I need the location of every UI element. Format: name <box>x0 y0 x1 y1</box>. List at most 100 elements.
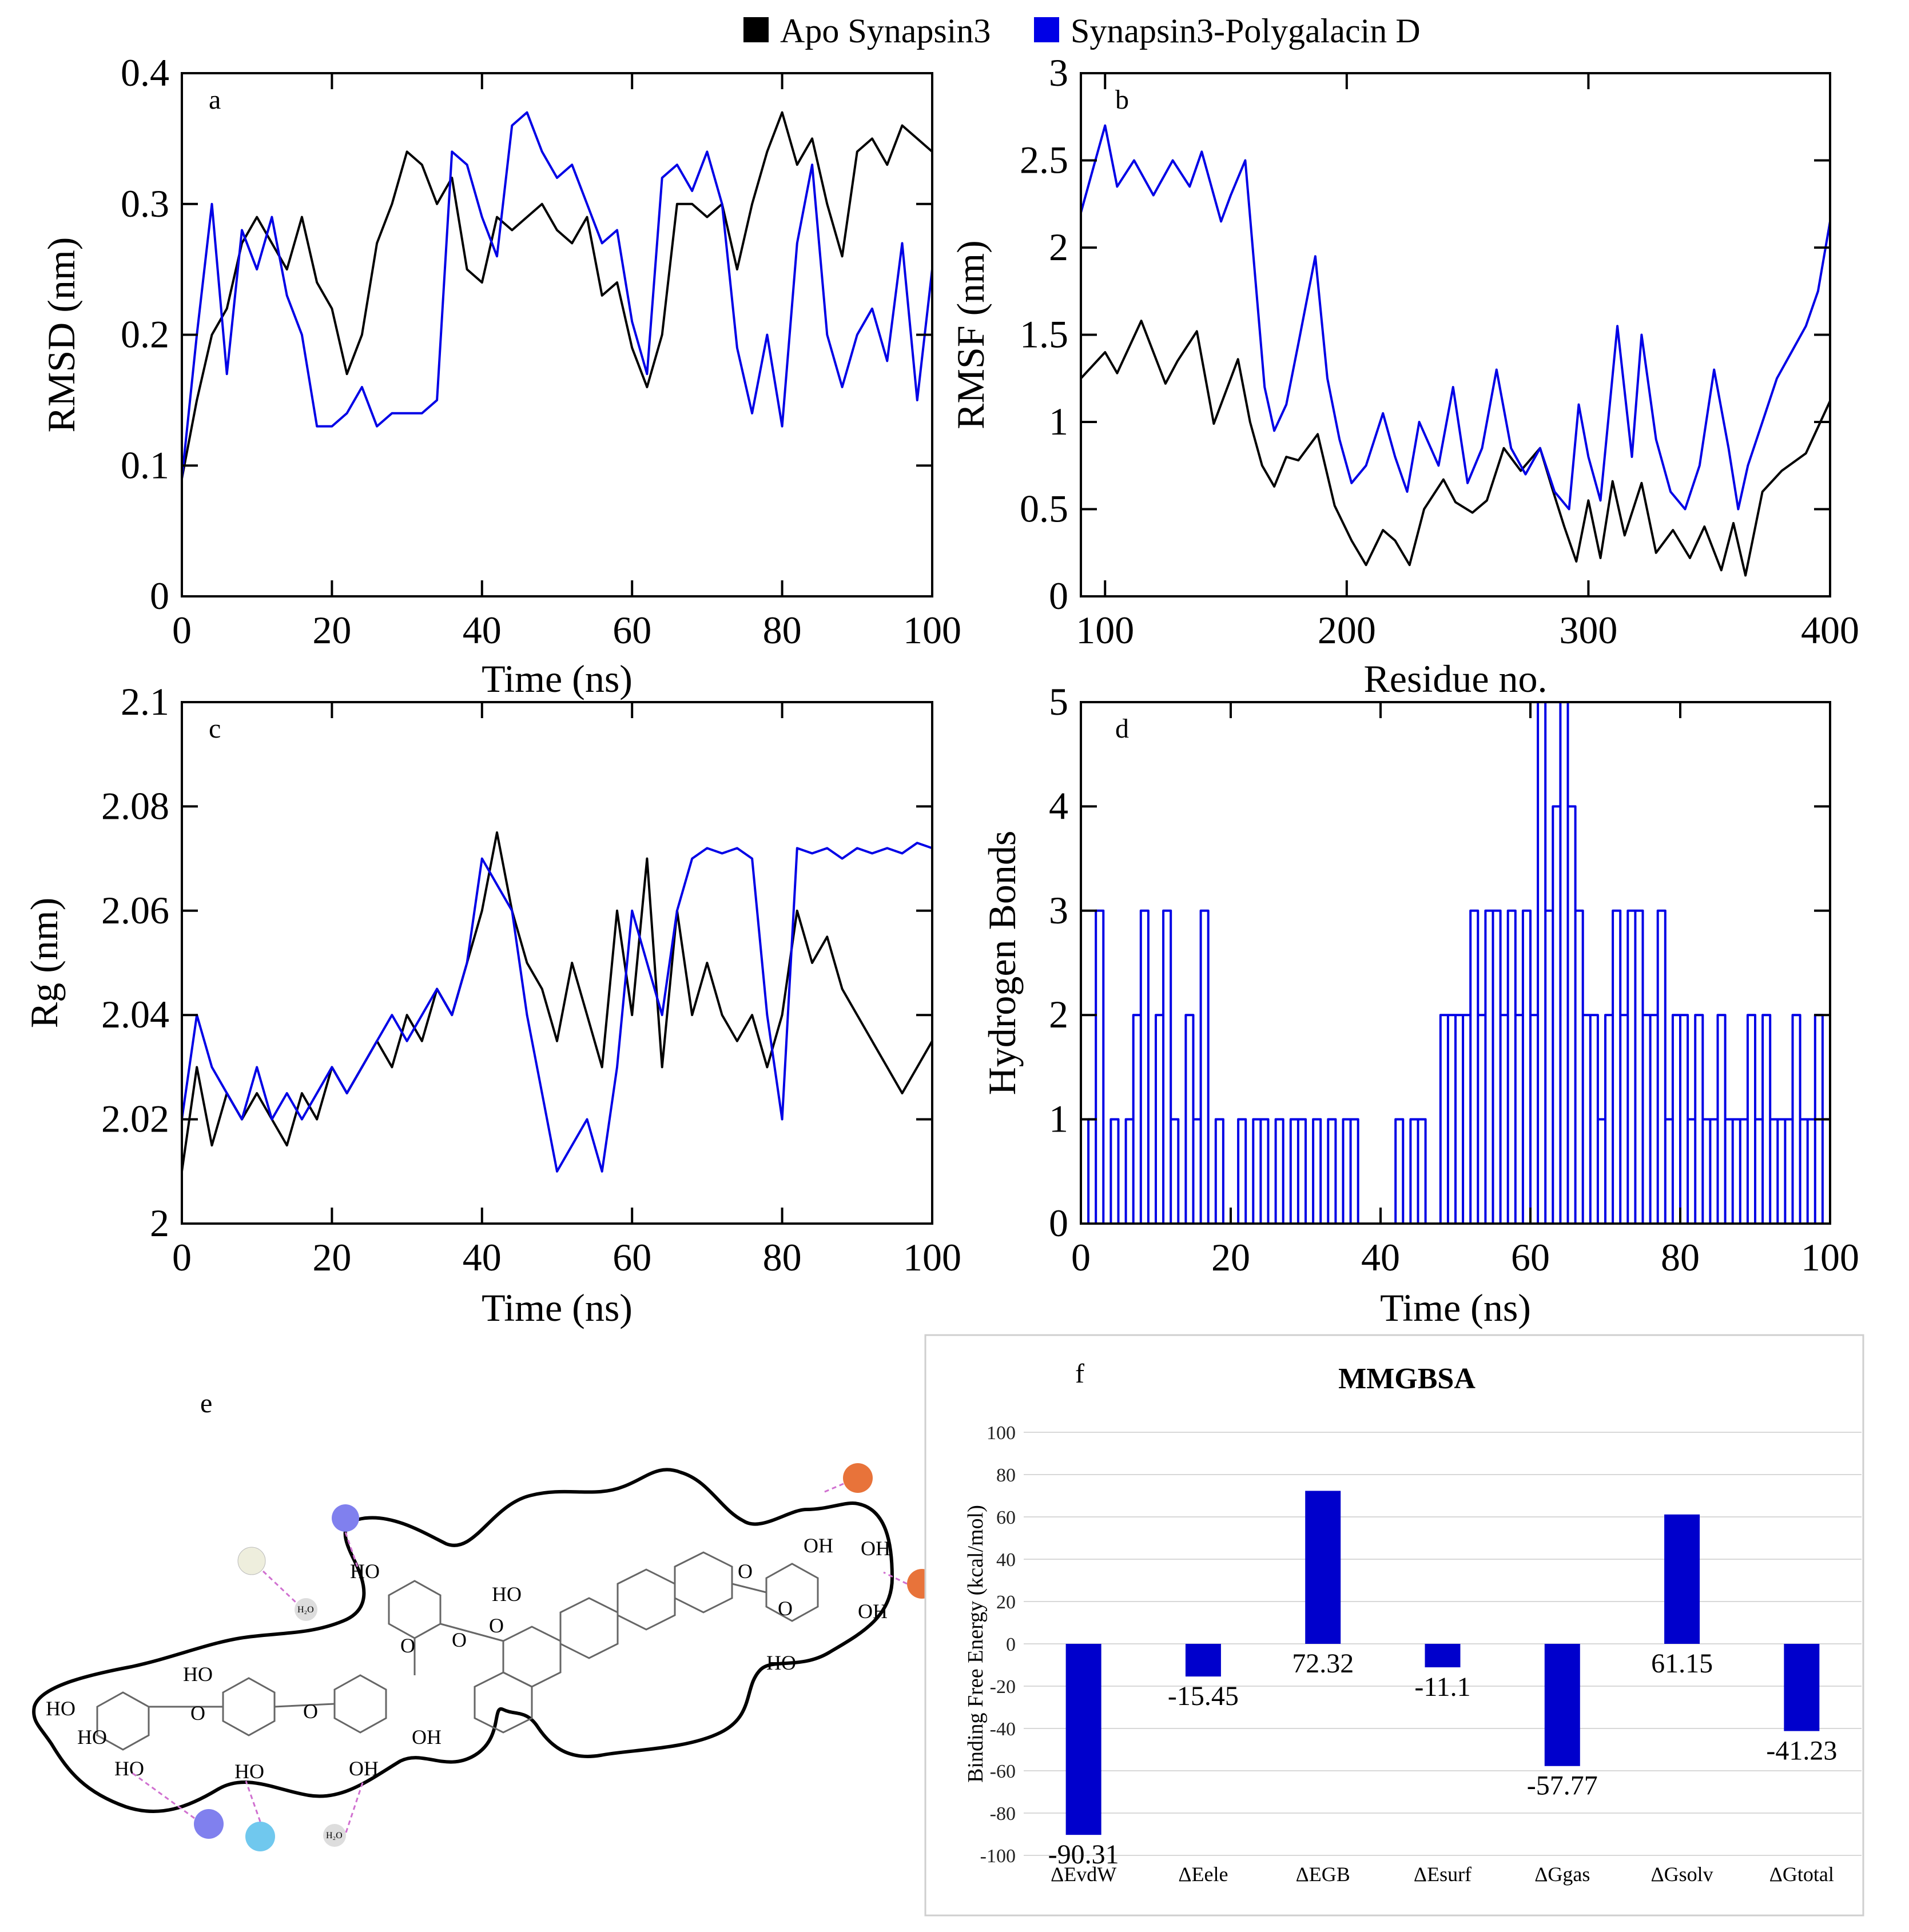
ring-6 <box>559 1597 619 1659</box>
atom-label: O <box>400 1634 415 1657</box>
atom-label: O <box>738 1560 753 1583</box>
panel-d-hbond-chart: 0 20 40 60 80 100 0 1 2 3 4 5 Time (ns) Hydrogen Bond… <box>980 680 1859 1329</box>
legend-swatch-complex <box>1034 17 1059 42</box>
atom-label: OH <box>804 1534 833 1557</box>
x-tick-label: 200 <box>1318 608 1376 652</box>
panel-letter-d: d <box>1115 714 1129 744</box>
series-line-complex <box>181 111 933 479</box>
residue-circle <box>194 1809 224 1839</box>
series-line-complex <box>181 842 933 1173</box>
atom-label: HO <box>114 1757 144 1780</box>
bar-5 <box>1544 1644 1580 1766</box>
category-label: ΔGgas <box>1534 1863 1590 1886</box>
bond <box>440 1623 504 1642</box>
y-tick-label: 2 <box>150 1201 169 1245</box>
panel-b-rmsf-chart: 100 200 300 400 0 0.5 1 1.5 2 2.5 3 Residue no. RMSF… <box>949 51 1859 700</box>
bar-value-label: -15.45 <box>1168 1681 1239 1711</box>
plot-frame <box>181 701 933 1225</box>
residue-circle <box>237 1547 266 1575</box>
y-tick-label: 0 <box>1049 1201 1068 1245</box>
y-tick-label: 4 <box>1049 784 1068 827</box>
x-tick-label: 100 <box>903 1236 961 1279</box>
y-tick-label: -100 <box>980 1846 1016 1867</box>
series-line-apo <box>181 111 933 479</box>
y-tick-label: -40 <box>990 1719 1016 1740</box>
y-tick-label: 2.08 <box>101 784 169 827</box>
panel-f-mmgbsa-chart: f MMGBSA -100 -80 -60 -40 -20 0 20 40 60 80 100 Bindi… <box>924 1334 1864 1917</box>
ring-2 <box>222 1677 276 1736</box>
category-label: ΔEele <box>1178 1863 1228 1886</box>
bar-1 <box>1065 1644 1101 1835</box>
series-line-apo <box>181 831 933 1172</box>
bar-value-label: -90.31 <box>1048 1839 1119 1870</box>
y-tick-label: 3 <box>1049 51 1068 94</box>
hbond-lines <box>131 1483 908 1833</box>
bond <box>731 1583 767 1594</box>
panel-letter-c: c <box>209 714 221 744</box>
series-line-complex <box>1080 124 1831 511</box>
x-tick-label: 300 <box>1559 608 1617 652</box>
x-tick-label: 60 <box>1511 1236 1550 1279</box>
y-tick-label: 3 <box>1049 889 1068 932</box>
y-tick-label: 2 <box>1049 993 1068 1036</box>
residue-circle <box>332 1504 359 1532</box>
bar-value-label: -41.23 <box>1766 1736 1837 1766</box>
x-tick-label: 0 <box>172 608 192 652</box>
x-tick-label: 20 <box>312 1236 351 1279</box>
ring-10 <box>474 1671 533 1734</box>
category-label: ΔGsolv <box>1651 1863 1713 1886</box>
hbond-line <box>344 1532 359 1567</box>
bar-value-label: -57.77 <box>1527 1771 1598 1801</box>
x-tick-label: 40 <box>463 608 502 652</box>
hbond-line <box>262 1570 299 1605</box>
bar-2 <box>1185 1644 1221 1677</box>
ring-3 <box>333 1674 387 1734</box>
y-tick-label: 2 <box>1049 225 1068 269</box>
y-tick-label: 20 <box>996 1592 1016 1613</box>
bar-value-label: -11.1 <box>1414 1672 1470 1702</box>
legend-swatch-apo <box>743 17 769 42</box>
hbond-line <box>823 1483 844 1493</box>
bar-7 <box>1784 1644 1820 1731</box>
atom-label: OH <box>349 1757 379 1780</box>
x-tick-label: 0 <box>1071 1236 1091 1279</box>
atom-label: HO <box>234 1760 264 1783</box>
atom-label: O <box>452 1628 467 1651</box>
atom-label: O <box>778 1597 793 1620</box>
water-circle <box>323 1824 346 1847</box>
atom-label: HO <box>350 1560 380 1583</box>
hbond-line <box>883 1571 908 1585</box>
bond <box>274 1703 335 1708</box>
atom-label: HO <box>77 1726 107 1748</box>
x-tick-label: 100 <box>903 608 961 652</box>
atom-label: HO <box>46 1697 75 1720</box>
y-tick-label: 80 <box>996 1465 1016 1486</box>
atom-label: OH <box>412 1726 442 1748</box>
residue-circle <box>245 1822 275 1851</box>
atom-label: OH <box>861 1537 890 1560</box>
panel-letter-f: f <box>1075 1359 1084 1389</box>
panel-letter-b: b <box>1115 85 1129 115</box>
atom-label: HO <box>492 1583 522 1606</box>
series-line-apo <box>1080 320 1831 577</box>
y-tick-label: 2.1 <box>121 680 169 723</box>
ring-4 <box>388 1580 442 1639</box>
water-label: H₂O <box>326 1831 343 1841</box>
legend-label-apo: Apo Synapsin3 <box>780 12 991 50</box>
x-axis-title: Time (ns) <box>1380 1286 1531 1329</box>
category-label: ΔEGB <box>1296 1863 1350 1886</box>
x-tick-label: 60 <box>613 1236 651 1279</box>
category-label: ΔGtotal <box>1769 1863 1834 1886</box>
x-tick-label: 0 <box>172 1236 192 1279</box>
x-tick-label: 40 <box>463 1236 502 1279</box>
y-tick-label: 2.04 <box>101 993 169 1036</box>
y-tick-label: 0.2 <box>121 313 169 356</box>
bar-3 <box>1305 1491 1341 1644</box>
y-tick-label: 1.5 <box>1020 313 1068 356</box>
ring-8 <box>674 1551 733 1614</box>
residue-circle <box>843 1463 873 1493</box>
y-axis-title: Hydrogen Bonds <box>980 831 1024 1096</box>
x-tick-label: 80 <box>1661 1236 1700 1279</box>
y-tick-label: 0.4 <box>121 51 169 94</box>
